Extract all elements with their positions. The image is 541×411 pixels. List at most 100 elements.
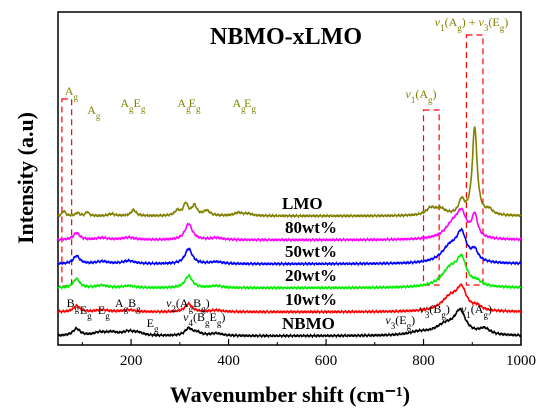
top-peak-label-3: Eg — [134, 96, 146, 114]
bottom-peak-label-6: v4(BgEg) — [183, 310, 225, 328]
bottom-peak-label-7-part: (E — [395, 313, 406, 327]
top-peak-label-2: Ag — [120, 96, 134, 114]
series-line-0 — [57, 126, 522, 219]
top-peak-label-4: Ag — [177, 96, 191, 114]
series-label-3: 20wt% — [285, 266, 337, 285]
top-peak-label-0: Ag — [65, 84, 79, 102]
top-peak-label-1: Ag — [87, 103, 101, 121]
right-peak-label-0-part: (A — [415, 87, 428, 101]
x-tick-label: 200 — [120, 353, 143, 369]
dashed-box-1 — [422, 109, 440, 286]
right-peak-label-1-part: v — [435, 15, 441, 29]
bottom-peak-label-6-part: E — [209, 310, 216, 324]
bottom-peak-label-0-part: g — [75, 304, 80, 314]
bottom-peak-label-2: Eg — [98, 303, 110, 321]
x-tick-label: 600 — [315, 353, 338, 369]
right-peak-label-0: v1(Ag) — [406, 87, 437, 105]
bottom-peak-label-3-part: A — [115, 296, 124, 310]
bottom-peak-label-9-part: ) — [488, 302, 492, 316]
x-tick-label: 1000 — [506, 353, 536, 369]
bottom-peak-label-5: v2(AgBg) — [166, 296, 210, 314]
peak-sub: g — [196, 104, 201, 114]
bottom-peak-label-3: AgBg — [115, 296, 141, 314]
bottom-peak-label-8-part: (B — [429, 302, 441, 316]
right-peak-label-1-part: 1 — [440, 23, 445, 33]
x-tick-label: 400 — [217, 353, 240, 369]
bottom-peak-label-1-part: E — [80, 303, 87, 317]
peak-main: A — [65, 84, 74, 98]
series-line-5 — [57, 307, 522, 339]
bottom-peak-label-4-part: E — [147, 316, 154, 330]
right-peak-label-1-part: g — [457, 23, 462, 33]
peak-main: E — [189, 96, 196, 110]
series-line-4 — [57, 283, 522, 315]
peak-main: E — [244, 96, 251, 110]
bottom-peak-label-8-part: 3 — [425, 310, 430, 320]
series-label-2: 50wt% — [285, 242, 337, 261]
dashed-box-2 — [465, 34, 484, 286]
bottom-peak-label-0: Bg — [67, 296, 80, 314]
bottom-peak-label-8-part: g — [441, 310, 446, 320]
peak-sub: g — [141, 104, 146, 114]
bottom-peak-label-7-part: g — [407, 321, 412, 331]
bottom-peak-label-8-part: ) — [446, 302, 450, 316]
peak-sub: g — [186, 104, 191, 114]
peak-sub: g — [252, 104, 257, 114]
bottom-peak-label-6-part: ) — [221, 310, 225, 324]
right-peak-label-1: v1(Ag) + v3(Eg) — [435, 15, 508, 33]
bottom-peak-label-3-part: B — [128, 296, 136, 310]
right-peak-label-0-part: g — [428, 95, 433, 105]
series-line-3 — [57, 253, 522, 291]
top-peak-label-5: Eg — [189, 96, 201, 114]
bottom-peak-label-7-part: 3 — [391, 321, 396, 331]
series-label-4: 10wt% — [285, 290, 337, 309]
series-line-1 — [57, 207, 522, 243]
peak-main: A — [87, 103, 96, 117]
top-peak-label-7: Eg — [244, 96, 256, 114]
right-peak-label-1-part: (A — [445, 15, 458, 29]
bottom-peak-label-8-part: v — [420, 302, 426, 316]
dashed-box-0 — [61, 98, 73, 287]
right-peak-label-1-part: ) + — [462, 15, 479, 29]
peak-sub: g — [129, 104, 134, 114]
bottom-peak-label-6-part: 4 — [188, 318, 193, 328]
series-line-2 — [57, 227, 522, 267]
bottom-peak-label-9-part: v — [461, 302, 467, 316]
bottom-peak-label-7-part: ) — [411, 313, 415, 327]
series-lines — [57, 126, 522, 339]
right-peak-label-1-part: g — [500, 23, 505, 33]
dashed-boxes — [61, 34, 484, 287]
bottom-peak-label-5-part: v — [166, 296, 172, 310]
bottom-peak-label-5-part: 2 — [171, 304, 176, 314]
x-tick-label: 800 — [412, 353, 435, 369]
bottom-peak-label-6-part: g — [217, 318, 222, 328]
peak-main: A — [120, 96, 129, 110]
bottom-peak-label-5-part: (A — [176, 296, 189, 310]
chart-title: NBMO-xLMO — [210, 24, 362, 50]
peak-sub: g — [73, 92, 78, 102]
x-axis-title: Wavenumber shift (cm⁻¹) — [170, 382, 410, 407]
bottom-peak-label-4: Eg — [147, 316, 159, 334]
bottom-peak-label-7-part: v — [385, 313, 391, 327]
bottom-peak-label-5-part: ) — [206, 296, 210, 310]
right-peak-label-0-part: ) — [433, 87, 437, 101]
peak-main: A — [177, 96, 186, 110]
peak-sub: g — [241, 104, 246, 114]
bottom-peak-label-7: v3(Eg) — [385, 313, 415, 331]
bottom-peak-label-2-part: g — [105, 311, 110, 321]
bottom-peak-label-3-part: g — [136, 304, 141, 314]
bottom-peak-label-1: Eg — [80, 303, 92, 321]
series-labels: LMO 80wt% 50wt% 20wt% 10wt% NBMO — [282, 194, 337, 333]
bottom-peak-label-9-part: (A — [471, 302, 484, 316]
series-label-5: NBMO — [282, 314, 335, 333]
bottom-peak-label-6-part: (B — [193, 310, 205, 324]
bottom-peak-label-3-part: g — [124, 304, 129, 314]
bottom-peak-label-9-part: g — [483, 310, 488, 320]
right-peak-label-1-part: ) — [504, 15, 508, 29]
bottom-peak-label-5-part: g — [189, 304, 194, 314]
right-peak-label-1-part: v — [479, 15, 485, 29]
bottom-peak-label-0-part: B — [67, 296, 75, 310]
right-peak-label-0-part: 1 — [411, 95, 416, 105]
peak-main: A — [232, 96, 241, 110]
